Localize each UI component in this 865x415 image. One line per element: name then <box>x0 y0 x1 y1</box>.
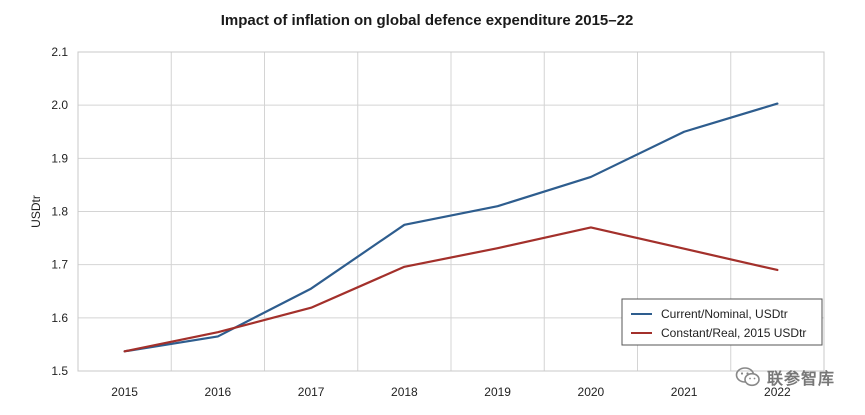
y-tick-label: 1.9 <box>51 151 68 165</box>
y-tick-label: 1.7 <box>51 258 68 272</box>
x-tick-label: 2019 <box>484 385 511 399</box>
plot-frame <box>77 51 825 372</box>
x-tick-label: 2020 <box>578 385 605 399</box>
tick-layer: 1.5 1.6 1.7 1.8 1.9 2.0 2.1 2015 2016 2017 2018 201… <box>51 45 791 399</box>
chart-title: Impact of inflation on global defence ex… <box>221 12 634 29</box>
watermark-text: 联参智库 <box>767 369 836 388</box>
legend-label-nominal: Current/Nominal, USDtr <box>661 307 788 321</box>
x-tick-label: 2015 <box>111 385 138 399</box>
legend-label-real: Constant/Real, 2015 USDtr <box>661 326 806 340</box>
x-tick-label: 2022 <box>764 385 791 399</box>
x-tick-label: 2017 <box>298 385 325 399</box>
legend-box <box>621 298 823 346</box>
series-line-real <box>123 226 779 353</box>
x-tick-label: 2021 <box>671 385 698 399</box>
y-tick-label: 1.6 <box>51 311 68 325</box>
y-tick-label: 1.5 <box>51 364 68 378</box>
y-tick-label: 2.0 <box>51 98 68 112</box>
x-tick-label: 2018 <box>391 385 418 399</box>
y-tick-label: 2.1 <box>51 45 68 59</box>
x-tick-label: 2016 <box>205 385 232 399</box>
y-axis-title: USDtr <box>29 195 43 228</box>
legend: Current/Nominal, USDtr Constant/Real, 20… <box>621 298 823 346</box>
series-layer <box>123 102 779 353</box>
watermark: 联参智库 <box>735 360 835 394</box>
y-tick-label: 1.8 <box>51 205 68 219</box>
wechat-icon <box>735 367 760 387</box>
